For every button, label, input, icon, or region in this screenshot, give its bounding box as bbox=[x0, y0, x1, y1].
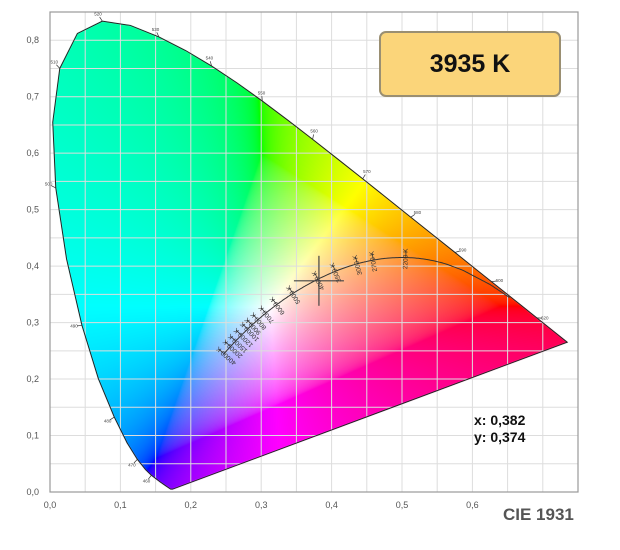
x-tick-label: 0,6 bbox=[466, 500, 479, 510]
wavelength-label: 510 bbox=[51, 60, 59, 65]
cct-tick bbox=[230, 335, 236, 342]
spectral-locus-outline bbox=[52, 20, 569, 490]
y-tick-label: 0,2 bbox=[26, 374, 39, 384]
wavelength-tick bbox=[109, 416, 115, 421]
cct-tick bbox=[236, 330, 242, 336]
cct-tick bbox=[272, 298, 278, 305]
wavelength-label: 540 bbox=[206, 56, 214, 61]
wavelength-tick bbox=[156, 32, 160, 38]
wavelength-tick bbox=[410, 214, 416, 218]
y-tick-label: 0,4 bbox=[26, 261, 39, 271]
wavelength-tick bbox=[148, 475, 152, 480]
cct-tick bbox=[314, 272, 319, 280]
x-tick-label: 0,1 bbox=[114, 500, 127, 510]
x-tick-label: 0,2 bbox=[185, 500, 198, 510]
wavelength-tick bbox=[362, 174, 366, 179]
wavelength-tick bbox=[209, 61, 212, 67]
wavelength-label: 580 bbox=[414, 210, 422, 215]
y-tick-label: 0,0 bbox=[26, 487, 39, 497]
wavelength-label: 620 bbox=[541, 315, 549, 320]
cct-value-box: 3935 K bbox=[379, 31, 561, 97]
y-tick-label: 0,3 bbox=[26, 318, 39, 328]
wavelength-label: 460 bbox=[143, 479, 151, 484]
chart-title: CIE 1931 bbox=[503, 505, 574, 524]
cct-label: 3500 K bbox=[329, 261, 343, 283]
cct-tick bbox=[218, 348, 225, 354]
cct-tick bbox=[371, 253, 374, 261]
cct-tick bbox=[332, 264, 336, 272]
y-coordinate: y: 0,374 bbox=[474, 429, 526, 445]
wavelength-label: 590 bbox=[459, 247, 467, 252]
wavelength-label: 480 bbox=[104, 419, 112, 424]
y-tick-label: 0,6 bbox=[26, 148, 39, 158]
wavelength-label: 490 bbox=[70, 323, 78, 328]
cct-tick bbox=[247, 319, 253, 326]
wavelength-tick bbox=[133, 459, 138, 464]
wavelength-tick bbox=[56, 64, 61, 69]
wavelength-label: 530 bbox=[152, 27, 160, 32]
wavelength-tick bbox=[99, 16, 103, 22]
cct-label: 6000 K bbox=[268, 295, 286, 316]
cct-tick bbox=[242, 323, 248, 330]
coordinate-readout: x: 0,382 y: 0,374 bbox=[474, 412, 525, 446]
x-tick-label: 0,4 bbox=[325, 500, 338, 510]
cct-tick bbox=[225, 341, 231, 347]
cct-tick bbox=[288, 287, 294, 294]
y-tick-label: 0,1 bbox=[26, 431, 39, 441]
wavelength-label: 470 bbox=[128, 462, 136, 467]
wavelength-label: 600 bbox=[496, 278, 504, 283]
y-tick-label: 0,5 bbox=[26, 205, 39, 215]
cct-label: 2700 K bbox=[368, 250, 379, 272]
cct-value: 3935 K bbox=[429, 49, 511, 78]
cct-tick bbox=[355, 256, 358, 264]
cct-tick bbox=[260, 307, 266, 314]
y-tick-label: 0,8 bbox=[26, 35, 39, 45]
wavelength-tick bbox=[491, 280, 497, 282]
wavelength-label: 520 bbox=[94, 12, 102, 17]
wavelength-label: 570 bbox=[363, 169, 371, 174]
wavelength-label: 560 bbox=[310, 129, 318, 134]
x-tick-label: 0,3 bbox=[255, 500, 268, 510]
wavelength-tick bbox=[51, 185, 56, 189]
x-coordinate: x: 0,382 bbox=[474, 412, 526, 428]
wavelength-label: 500 bbox=[45, 181, 53, 186]
x-tick-label: 0,0 bbox=[44, 500, 57, 510]
planckian-locus bbox=[223, 257, 510, 355]
cct-tick bbox=[252, 314, 259, 321]
wavelength-label: 550 bbox=[258, 90, 266, 95]
y-tick-label: 0,7 bbox=[26, 92, 39, 102]
wavelength-tick bbox=[454, 250, 460, 253]
wavelength-tick bbox=[312, 134, 314, 140]
cct-label: 3000 K bbox=[352, 253, 364, 275]
x-tick-label: 0,5 bbox=[396, 500, 409, 510]
cct-label: 2200 K bbox=[402, 248, 409, 269]
plot-frame bbox=[49, 11, 579, 493]
